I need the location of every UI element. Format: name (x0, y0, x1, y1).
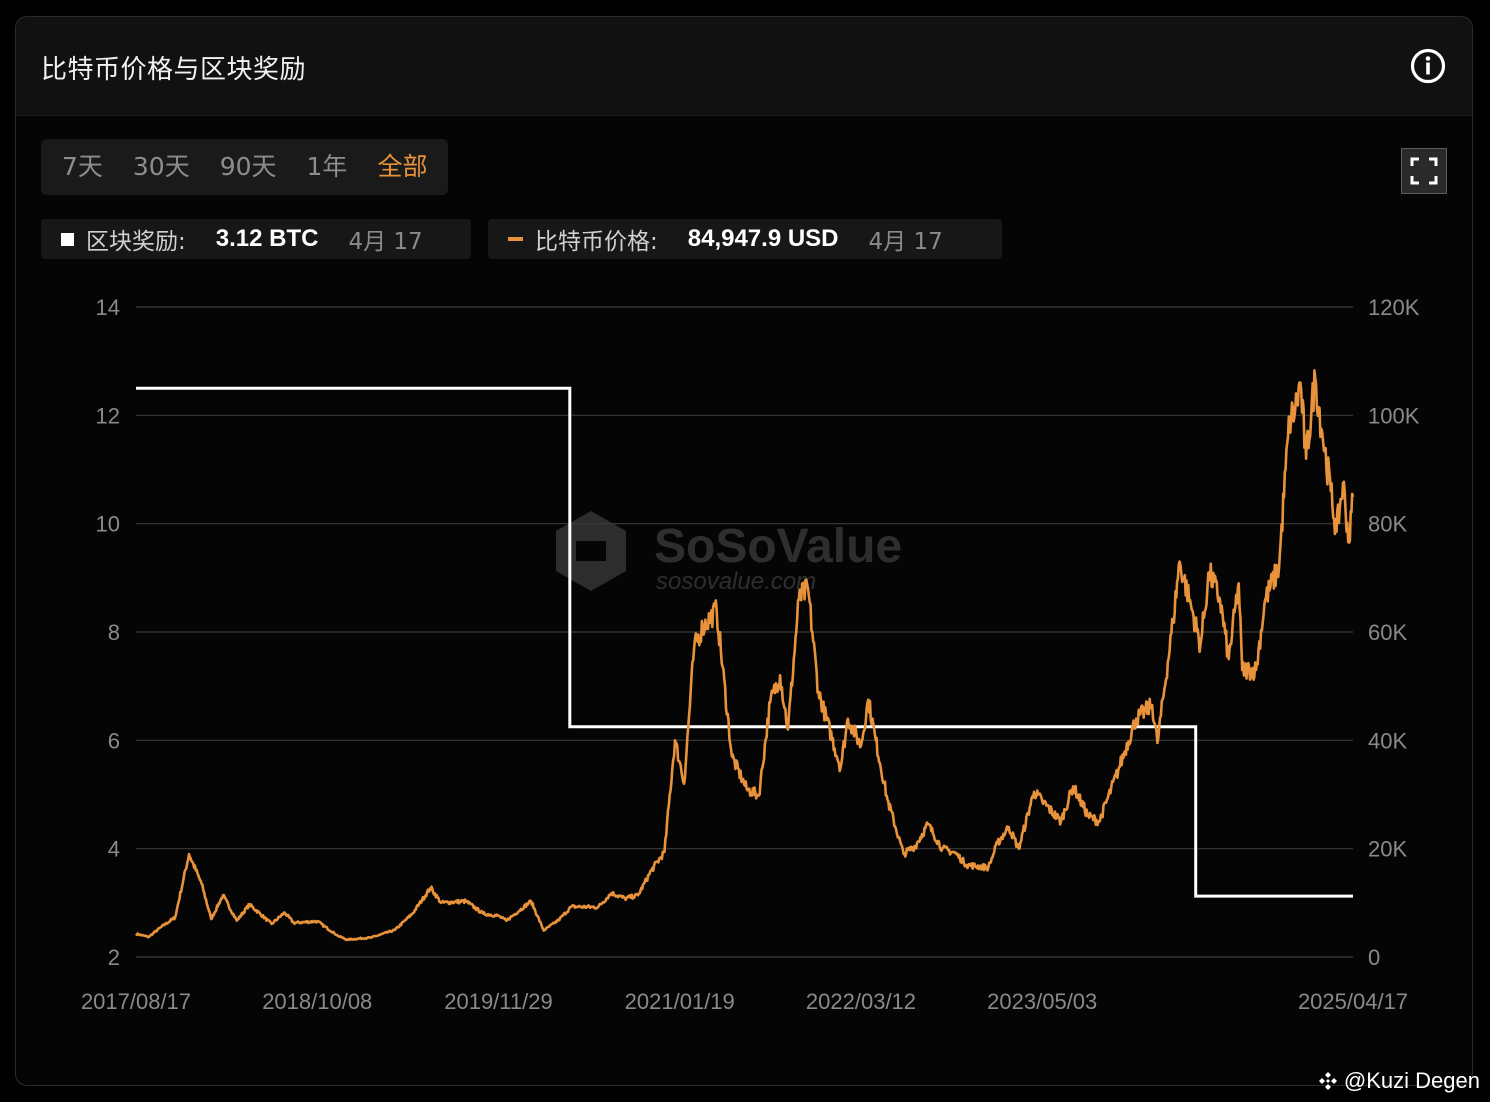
range-tab-all[interactable]: 全部 (377, 152, 428, 181)
legend-btc-price: 比特币价格: 84,947.9 USD 4月 17 (488, 219, 1002, 259)
x-tick-label: 2019/11/29 (444, 989, 552, 1014)
range-tab-1y[interactable]: 1年 (306, 152, 348, 181)
legend-block-reward: 区块奖励: 3.12 BTC 4月 17 (41, 219, 471, 259)
sosovalue-logo-icon (556, 511, 626, 591)
legend-reward-value: 3.12 BTC (215, 225, 319, 252)
time-range-selector: 7天 30天 90天 1年 全部 (41, 139, 449, 195)
binance-logo-icon (1318, 1072, 1337, 1090)
x-tick-label: 2023/05/03 (987, 989, 1097, 1014)
x-tick-label: 2021/01/19 (625, 989, 735, 1014)
y-right-tick-label: 0 (1368, 945, 1380, 970)
y-right-tick-label: 60K (1368, 620, 1407, 645)
y-left-tick-label: 8 (108, 620, 120, 645)
series-btc-price-line (134, 369, 1355, 942)
card-header: 比特币价格与区块奖励 (16, 17, 1472, 116)
y-right-tick-label: 120K (1368, 295, 1420, 320)
legend-price-value: 84,947.9 USD (687, 225, 839, 252)
y-right-tick-label: 40K (1368, 728, 1407, 753)
range-tab-90d[interactable]: 90天 (219, 152, 277, 181)
legend-reward-label: 区块奖励: (86, 229, 186, 255)
legend-price-swatch (508, 237, 523, 241)
y-left-tick-label: 2 (108, 945, 120, 970)
series-block-reward-line (136, 386, 1353, 898)
info-icon[interactable] (1410, 48, 1446, 84)
legend-reward-swatch (61, 232, 74, 246)
chart-card: 比特币价格与区块奖励 7天 30天 90天 1年 全部 区块奖励: 3.12 B… (15, 16, 1473, 1086)
x-tick-label: 2022/03/12 (806, 989, 916, 1014)
watermark-site: sosovalue.com (656, 568, 816, 595)
x-tick-label: 2017/08/17 (81, 989, 191, 1014)
fullscreen-button[interactable] (1401, 148, 1447, 194)
y-left-tick-label: 4 (108, 837, 120, 862)
x-tick-label: 2018/10/08 (262, 989, 372, 1014)
y-left-tick-label: 12 (96, 403, 120, 428)
legend-reward-date: 4月 17 (348, 229, 423, 255)
watermark-brand: SoSoValue (654, 520, 902, 573)
footer-handle: @Kuzi Degen (1343, 1068, 1480, 1093)
y-left-tick-label: 10 (96, 512, 120, 537)
fullscreen-icon (1410, 157, 1438, 185)
y-right-tick-label: 20K (1368, 837, 1407, 862)
legend-price-date: 4月 17 (868, 229, 943, 255)
page-title: 比特币价格与区块奖励 (41, 55, 307, 85)
range-tab-7d[interactable]: 7天 (62, 152, 103, 181)
y-right-tick-label: 80K (1368, 512, 1407, 537)
legend-price-label: 比特币价格: (535, 229, 658, 255)
y-right-tick-label: 100K (1368, 403, 1420, 428)
y-left-tick-label: 14 (96, 295, 120, 320)
x-tick-label: 2025/04/17 (1298, 989, 1408, 1014)
range-tab-30d[interactable]: 30天 (132, 152, 190, 181)
y-left-tick-label: 6 (108, 728, 120, 753)
footer-attribution: @Kuzi Degen (1316, 1068, 1480, 1094)
